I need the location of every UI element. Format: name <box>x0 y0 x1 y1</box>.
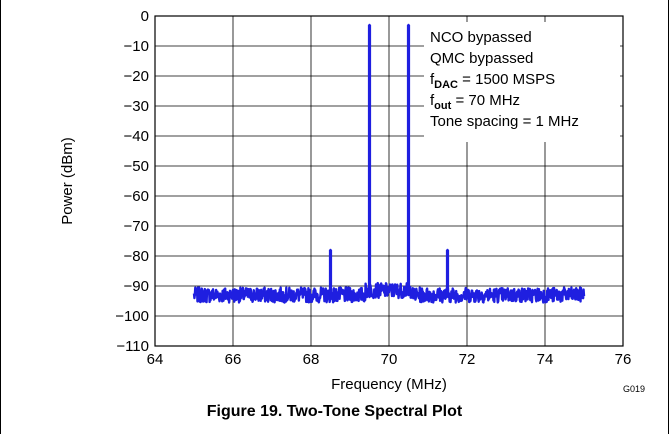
annotation-line: NCO bypassed <box>430 29 532 46</box>
x-axis-title: Frequency (MHz) <box>331 376 447 393</box>
spectral-chart: 0−10−20−30−40−50−60−70−80−90−100−110 64 6… <box>59 8 645 394</box>
annotation-line: Tone spacing = 1 MHz <box>430 113 579 130</box>
left-border <box>0 0 1 434</box>
spectrum-trace <box>192 23 586 304</box>
x-tick-label: 68 <box>303 351 320 368</box>
annotation-text: NCO bypassed QMC bypassed fDAC = 1500 MSPS… <box>430 29 579 130</box>
y-tick-label: −50 <box>124 158 149 175</box>
annotation-line: QMC bypassed <box>430 50 533 67</box>
x-tick-label: 76 <box>615 351 632 368</box>
y-tick-label: −100 <box>115 308 149 325</box>
y-tick-label: −70 <box>124 218 149 235</box>
y-tick-label: −60 <box>124 188 149 205</box>
annotation-line: fDAC = 1500 MSPS <box>430 71 555 91</box>
y-tick-label: −20 <box>124 68 149 85</box>
y-tick-label: −10 <box>124 38 149 55</box>
y-tick-label: −110 <box>116 338 149 355</box>
figure-caption: Figure 19. Two-Tone Spectral Plot <box>206 403 463 420</box>
x-tick-label: 64 <box>147 351 164 368</box>
x-tick-label: 72 <box>459 351 476 368</box>
x-tick-labels: 64 66 68 70 72 74 76 <box>147 351 632 368</box>
y-tick-label: −40 <box>124 128 149 145</box>
figure-code: G019 <box>623 384 645 394</box>
y-tick-label: 0 <box>141 8 149 25</box>
y-tick-labels: 0 −10 −20 −30 −40 −50 −60 −70 −80 −90 −100 −110 <box>115 8 149 355</box>
annotation-line: fout = 70 MHz <box>430 92 520 112</box>
annotation-box <box>424 22 620 142</box>
y-axis-title: Power (dBm) <box>59 137 76 225</box>
y-tick-label: −90 <box>124 278 149 295</box>
spectrum-line <box>192 23 586 304</box>
y-tick-label: −80 <box>124 248 149 265</box>
x-tick-label: 70 <box>381 351 398 368</box>
y-tick-label: −30 <box>124 98 149 115</box>
x-tick-label: 66 <box>225 351 242 368</box>
plot-border <box>154 15 624 347</box>
x-tick-label: 74 <box>537 351 554 368</box>
